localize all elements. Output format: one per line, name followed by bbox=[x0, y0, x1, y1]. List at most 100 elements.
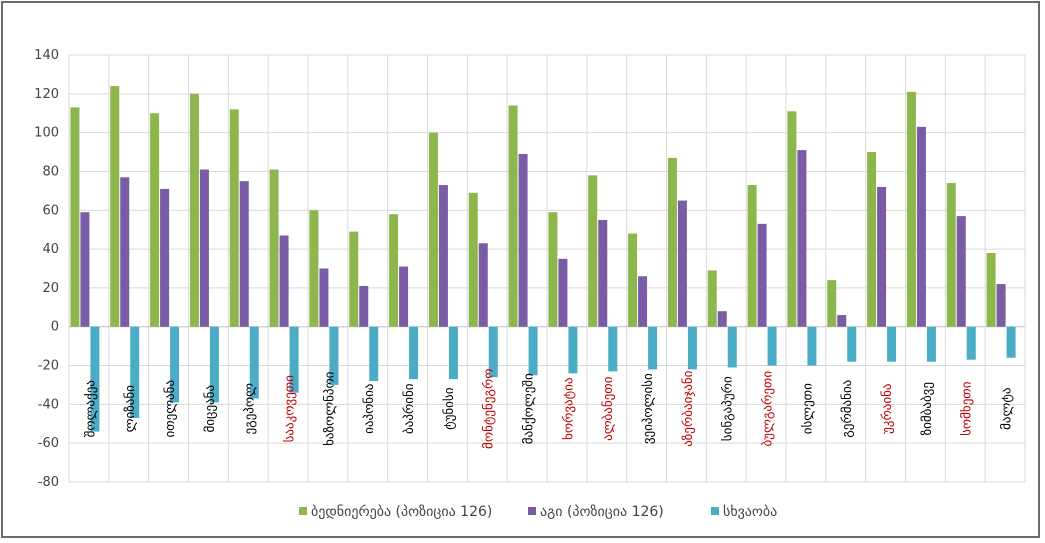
category-label: მალტა bbox=[1000, 388, 1015, 430]
bar-series-1-6 bbox=[309, 210, 319, 327]
bar-chart: -80 -60 -40 -20 0 20 40 60 80 100 120 140 შოლაქეა ლი… bbox=[34, 48, 1026, 520]
bar-series-3-23 bbox=[1006, 326, 1016, 358]
bar-series-1-21 bbox=[906, 91, 916, 327]
bar-series-3-14 bbox=[648, 326, 658, 370]
y-tick-label: -40 bbox=[38, 397, 59, 412]
bar-series-3-2 bbox=[170, 326, 180, 403]
y-tick-label: 140 bbox=[34, 48, 59, 63]
y-tick-label: -60 bbox=[38, 436, 59, 451]
category-label: გერმანია bbox=[840, 380, 855, 438]
category-label: იაპონია bbox=[362, 384, 377, 434]
legend: ბედნიერება (პოზიცია 126) აგი (პოზიცია 126… bbox=[299, 503, 777, 520]
y-tick-label: -80 bbox=[38, 475, 59, 490]
bar-series-2-21 bbox=[916, 126, 926, 327]
bar-series-3-22 bbox=[966, 326, 976, 360]
bar-series-2-16 bbox=[717, 311, 727, 327]
bar-series-2-12 bbox=[558, 258, 568, 327]
bar-series-2-23 bbox=[996, 284, 1006, 327]
bar-series-3-9 bbox=[448, 326, 458, 380]
bar-series-1-0 bbox=[70, 107, 80, 327]
bar-series-2-4 bbox=[239, 181, 249, 327]
bar-series-1-10 bbox=[468, 192, 478, 327]
bar-series-3-7 bbox=[369, 326, 379, 382]
category-label: ბაპრინი bbox=[402, 383, 417, 434]
y-tick-label: -20 bbox=[38, 359, 59, 374]
y-tick-label: 120 bbox=[34, 87, 59, 102]
bar-series-1-22 bbox=[946, 183, 956, 327]
bar-series-3-16 bbox=[727, 326, 737, 368]
bar-series-1-20 bbox=[867, 152, 877, 327]
y-tick-label: 20 bbox=[42, 281, 59, 296]
bar-series-3-5 bbox=[289, 326, 299, 393]
bar-series-3-10 bbox=[488, 326, 498, 378]
bar-series-2-9 bbox=[438, 185, 448, 327]
category-label: ბულგარეთი bbox=[761, 371, 776, 447]
bar-series-3-1 bbox=[130, 326, 140, 418]
bar-series-2-13 bbox=[598, 219, 608, 327]
category-label: ითელანა bbox=[163, 380, 178, 438]
legend-label: ბედნიერება (პოზიცია 126) bbox=[311, 503, 492, 520]
bar-series-2-1 bbox=[120, 177, 130, 327]
bar-series-2-10 bbox=[478, 243, 488, 327]
bar-series-3-11 bbox=[528, 326, 538, 376]
bar-series-1-11 bbox=[508, 105, 518, 327]
bar-series-1-17 bbox=[747, 185, 757, 327]
legend-swatch bbox=[299, 507, 307, 515]
bar-series-2-5 bbox=[279, 235, 289, 327]
bar-series-2-11 bbox=[518, 153, 528, 327]
bar-series-3-21 bbox=[926, 326, 936, 362]
category-label: ეგეპოლ bbox=[243, 383, 258, 435]
bar-series-3-0 bbox=[90, 326, 100, 432]
bar-series-1-12 bbox=[548, 212, 558, 327]
bar-series-1-2 bbox=[150, 113, 160, 327]
bar-series-2-14 bbox=[638, 276, 648, 327]
bar-series-1-4 bbox=[229, 109, 239, 327]
category-label: სომხეთი bbox=[960, 381, 975, 436]
bar-series-1-16 bbox=[707, 270, 717, 327]
bar-series-2-7 bbox=[359, 285, 369, 327]
y-tick-label: 100 bbox=[34, 126, 59, 141]
y-tick-label: 60 bbox=[42, 203, 59, 218]
category-label: შოლაქეა bbox=[83, 380, 98, 437]
bar-series-2-17 bbox=[757, 223, 767, 327]
bar-series-3-6 bbox=[329, 326, 339, 385]
bar-series-3-20 bbox=[887, 326, 897, 362]
bar-series-3-8 bbox=[409, 326, 419, 380]
bar-series-2-0 bbox=[80, 212, 90, 327]
category-label: მონტენეგრო bbox=[482, 369, 497, 449]
y-tick-label: 80 bbox=[42, 164, 59, 179]
y-tick-label: 40 bbox=[42, 242, 59, 257]
bar-series-1-23 bbox=[986, 252, 996, 327]
category-label: აზერბაიჯანი bbox=[681, 370, 696, 446]
category-label: მიცეანა bbox=[203, 385, 218, 433]
bar-series-3-15 bbox=[687, 326, 697, 370]
bar-series-1-7 bbox=[349, 231, 359, 327]
bar-series-2-2 bbox=[160, 188, 170, 327]
bar-series-1-13 bbox=[588, 175, 598, 327]
bar-series-2-19 bbox=[837, 315, 847, 327]
category-label: ხორვატია bbox=[561, 377, 576, 439]
bar-series-1-18 bbox=[787, 111, 797, 327]
category-label: ისლეთი bbox=[800, 383, 815, 434]
bar-series-1-5 bbox=[269, 169, 279, 327]
y-tick-label: 0 bbox=[51, 320, 59, 335]
category-label: სინგაპური bbox=[721, 376, 736, 441]
bar-series-3-13 bbox=[608, 326, 618, 372]
bar-series-1-1 bbox=[110, 86, 120, 327]
bar-series-2-8 bbox=[399, 266, 409, 327]
category-label: ხაზოლნპოი bbox=[322, 371, 337, 446]
bar-series-1-9 bbox=[428, 132, 438, 327]
bar-series-3-12 bbox=[568, 326, 578, 374]
category-labels: შოლაქეა ლიზანი ითელანა მიცეანა ეგეპოლ სააკოვე… bbox=[83, 369, 1014, 449]
category-label: ლიზანი bbox=[123, 385, 138, 432]
bar-series-2-22 bbox=[956, 216, 966, 327]
legend-label: სხვაობა bbox=[723, 504, 777, 520]
bar-series-1-19 bbox=[827, 280, 837, 327]
bar-series-3-19 bbox=[847, 326, 857, 362]
category-label: ალბანეთი bbox=[601, 376, 616, 441]
bar-series-3-18 bbox=[807, 326, 817, 366]
category-label: ვეიპოლისი bbox=[641, 373, 656, 444]
y-axis-ticks: -80 -60 -40 -20 0 20 40 60 80 100 120 140 bbox=[34, 48, 59, 490]
category-label: ზიმბაბვე bbox=[920, 382, 935, 435]
